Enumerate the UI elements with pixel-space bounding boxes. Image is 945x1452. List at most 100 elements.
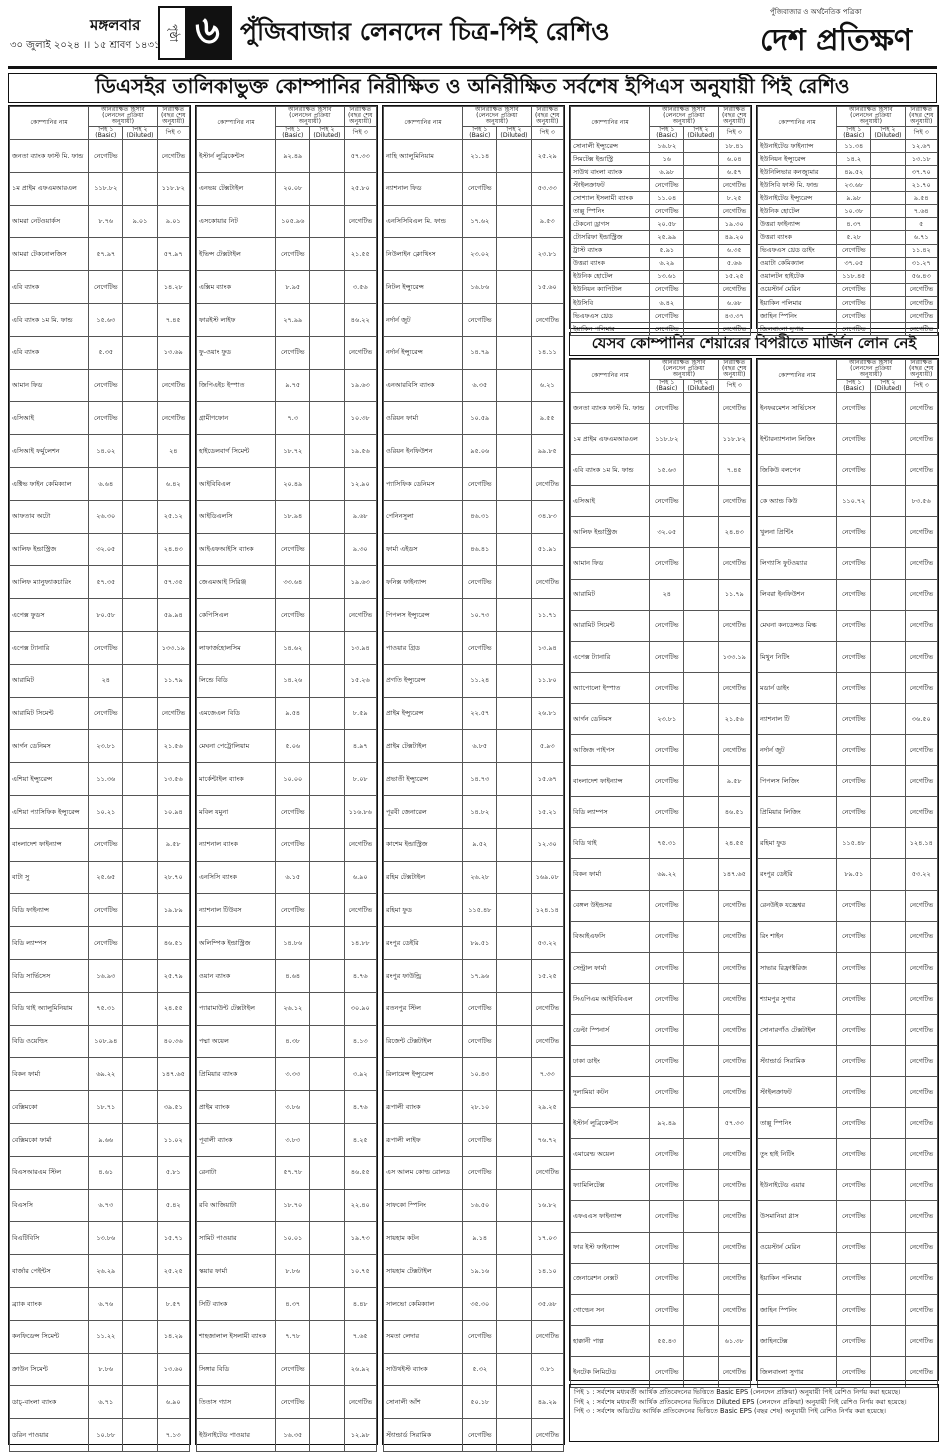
pe-value: ৪৯.২০ [717,230,752,245]
company-name: বাংলাদেশ ফাইন্যান্স [569,765,651,798]
company-name: নাহি অ্যালুমিনিয়াম [382,139,464,173]
pe-table: কোম্পানির নাম অনিরীক্ষিত হিসাব (লেনদেন প্… [756,358,939,1389]
row: বাটা সু ২৫.৬৫ ২৮.৭০ [8,860,191,895]
pe-value: নেগেটিভ [904,1324,939,1357]
pe-value: নেগেটিভ [462,565,498,600]
company-name: জিলবাংলা সুগার [756,1355,838,1389]
pe-value: ৬১.৩৮ [717,1324,752,1357]
row: বিডি সার্ভিসেস ১৬.৯৩ ২৫.৭৯ [8,958,191,993]
pe-value [496,1090,532,1124]
row: তাল্লু স্পিনিং নেগেটিভ নেগেটিভ [756,1107,939,1140]
company-name: ইউসিবি [569,295,651,310]
pe-value: নেগেটিভ [904,1138,939,1171]
company-name: স্ট্যান্ডার্ড সিরামিক [756,1044,838,1078]
row: ইনটেক লিমিটেড নেগেটিভ নেগেটিভ [569,1355,752,1389]
pe-value [309,1057,345,1092]
row: কেপিসিএল নেগেটিভ নেগেটিভ [195,598,378,632]
pe-value [870,256,906,271]
pe-value: ১২.৬৭ [904,139,939,154]
company-name: সিটি ব্যাংক [195,1286,277,1321]
pe-value [683,889,719,922]
row: পদ্মা অয়েল ৪.৩৮ ৪.১৩ [195,1024,378,1059]
company-name: আমরা টেকনোলজিস [8,237,90,272]
head-name: কোম্পানির নাম [195,105,277,141]
row: সমতা লেদার নেগেটিভ নেগেটিভ [382,1319,565,1354]
company-name: এস আলম কোল্ড রোলড [382,1155,464,1190]
pe-value: নেগেটিভ [530,1319,565,1354]
row: জেনারেশন নেক্সট নেগেটিভ নেগেটিভ [569,1262,752,1295]
pe-value: নেগেটিভ [343,204,378,239]
pe-value: ১১.৮০ [530,663,565,698]
company-name: জেএমআই সিরিঞ্জ [195,565,277,600]
company-name: আর্গন ডেনিমস [569,702,651,736]
head-pe3: পিই ৩ [904,125,939,141]
pe-value: ৫.৩২ [462,1352,498,1387]
pe-value: নেগেটিভ [275,598,311,632]
company-name: স্টাইলক্রাফট [756,1076,838,1109]
company-name: নর্দার্ন জুট [382,303,464,337]
pe-value: ১৮.৪১ [717,139,752,154]
pe-value: নেগেটিভ [717,547,752,580]
row: ওরিয়ন ইনফিউশন ৯৫.০৬ ৯৯.৮৫ [382,434,565,468]
pe-value: ১৫.২৫ [717,269,752,284]
pe-value [870,796,906,829]
pe-value [122,434,158,468]
pe-value: ১১.২২ [88,1319,124,1354]
pe-value: নেগেটিভ [904,423,939,456]
pe-value [496,1122,532,1157]
pe-value [122,1418,158,1452]
row: প্রিমিয়ার ব্যাংক ৩.৩৩ ৩.৯২ [195,1057,378,1092]
pe-value: নেগেটিভ [717,1013,752,1046]
pe-value: নেগেটিভ [904,1076,939,1109]
row: আরামিট সিমেন্ট নেগেটিভ নেগেটিভ [569,609,752,642]
pe-value: ৫৩.৩৩ [530,171,565,206]
pe-value: নেগেটিভ [717,485,752,518]
pe-value [309,598,345,632]
pe-value: ৬.১৫ [275,860,311,895]
table-head: কোম্পানির নাম অনিরীক্ষিত হিসাব (লেনদেন প্… [195,105,378,141]
company-name: দুলামিয়া কটন [569,1076,651,1109]
company-name: জাহিন স্পিনিং [756,1293,838,1326]
pe-value [309,958,345,993]
row: ইস্টার্ন লুব্রিকেন্টস ৯২.৪৯ ৫৭.৩৩ [569,1107,752,1140]
company-name: উসমানিয়া গ্লাস [756,1200,838,1233]
pe-value: নেগেটিভ [88,270,124,304]
pe-value [870,392,906,425]
pe-value: ১১.০২ [156,1122,191,1157]
pe-value [496,762,532,796]
pe-value: ৬.৭৬ [88,1286,124,1321]
pe-value [683,951,719,984]
pe-value: নেগেটিভ [88,696,124,731]
pe-value: নেগেটিভ [530,303,565,337]
pe-value [496,958,532,993]
pe-value: ১০.৩৮ [836,204,872,219]
pe-value: ১৬.৮৬ [462,270,498,304]
head-basic: পিই ১ (Basic) [462,125,498,141]
company-name: ইউসিবি ফাস্ট মি. ফান্ড [756,178,838,193]
pe-value: নেগেটিভ [717,392,752,425]
pe-value: নেগেটিভ [649,282,685,297]
company-name: রূপালী ব্যাংক [382,1090,464,1124]
pe-value: নেগেটিভ [904,1169,939,1202]
pe-value: নেগেটিভ [904,1262,939,1295]
company-name: বার্জার পেইন্টস [8,1254,90,1288]
pe-value [122,1024,158,1059]
row: পাওয়ার গ্রিড নেগেটিভ ১৩.৯৪ [382,630,565,665]
company-name: এপেক্স ট্যানারি [569,640,651,673]
pe-value: ১৩.৫৬ [156,762,191,796]
pe-value [122,1319,158,1354]
company-name: তাল্লু স্পিনিং [569,204,651,219]
row: ইউনাইটেড ফাইন্যান্স ১১.৩৪ ১২.৬৭ [756,139,939,154]
pe-value [870,165,906,180]
pe-value [683,165,719,180]
pe-value: নেগেটিভ [462,1418,498,1452]
pe-value [683,640,719,673]
row: সিটি ব্যাংক ৪.৩৭ ৪.৪৮ [195,1286,378,1321]
pe-value [496,1024,532,1059]
company-name: রিজেন্ট টেক্সটাইল [382,1024,464,1059]
company-name: জিপিএইচ ইস্পাত [195,368,277,403]
pe-value: নেগেটিভ [836,1324,872,1357]
row: বাংলাদেশ ফাইন্যান্স নেগেটিভ ৯.৫৮ [569,765,752,798]
pe-value: ৪.৪৮ [343,1286,378,1321]
row: নিটল ইন্স্যুরেন্স ১৬.৮৬ ১৫.৬০ [382,270,565,304]
